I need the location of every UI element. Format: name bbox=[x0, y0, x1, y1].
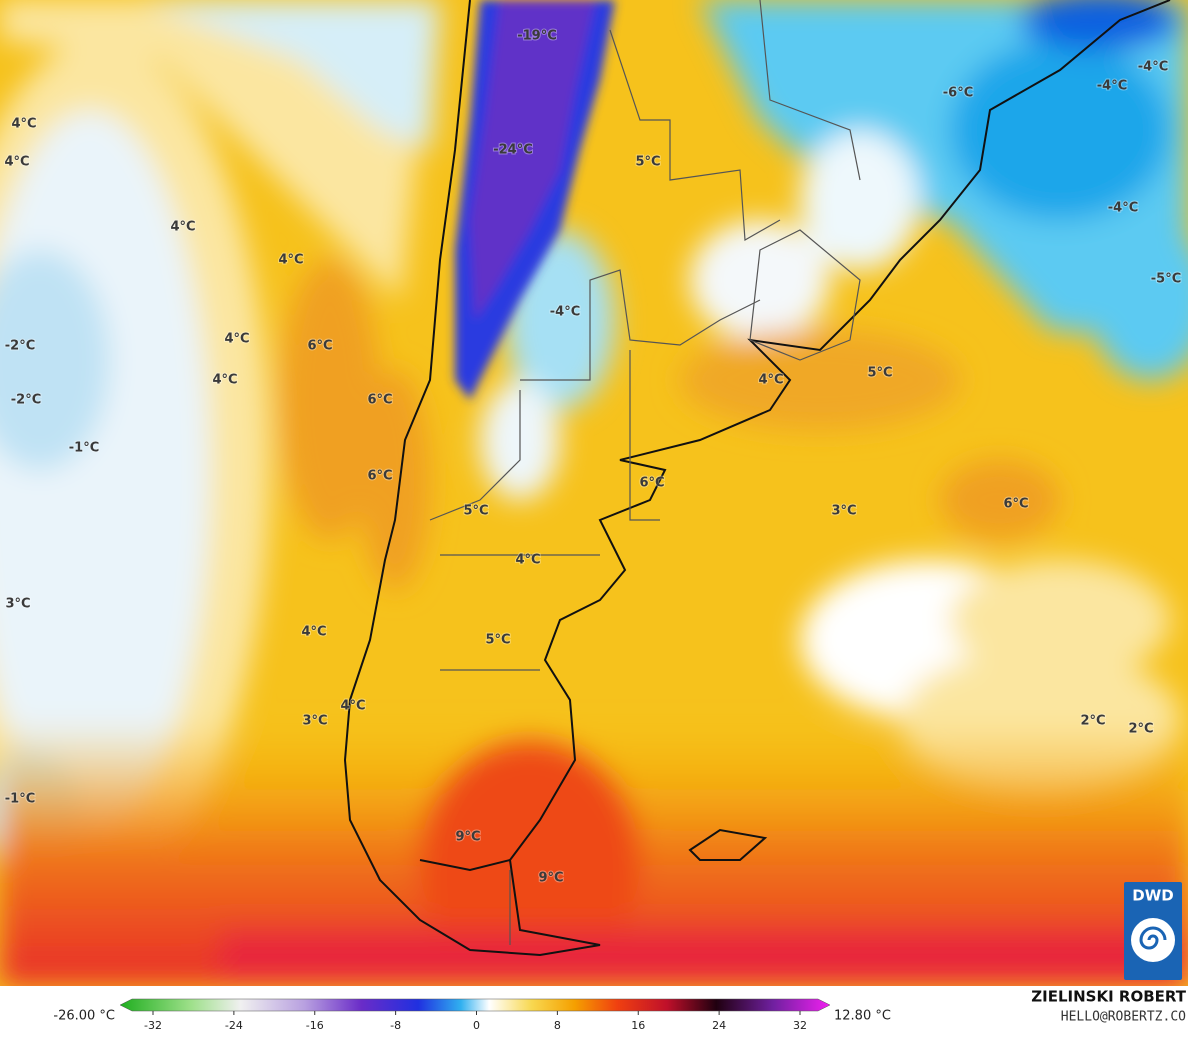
temp-label: -1°C bbox=[69, 441, 99, 456]
temp-label: 3°C bbox=[302, 714, 327, 729]
temp-label: 9°C bbox=[455, 830, 480, 845]
temp-label: 4°C bbox=[340, 699, 365, 714]
colorbar-tick-label: 32 bbox=[793, 1019, 807, 1032]
colorbar-tick-label: 24 bbox=[712, 1019, 726, 1032]
borders bbox=[429, 0, 861, 945]
temp-label: -1°C bbox=[5, 792, 35, 807]
logo-circle bbox=[1131, 918, 1175, 962]
temp-label: 9°C bbox=[538, 871, 563, 886]
temp-label: 2°C bbox=[1128, 722, 1153, 737]
temp-label: 4°C bbox=[11, 117, 36, 132]
temp-label: -5°C bbox=[1151, 272, 1181, 287]
temp-label: 6°C bbox=[307, 339, 332, 354]
coastlines bbox=[343, 0, 1171, 957]
temp-label: 4°C bbox=[515, 553, 540, 568]
temp-label: -4°C bbox=[550, 305, 580, 320]
temp-label: -4°C bbox=[1138, 60, 1168, 75]
temp-label: 5°C bbox=[463, 504, 488, 519]
temp-label: 4°C bbox=[758, 373, 783, 388]
colorbar-tick-label: 16 bbox=[631, 1019, 645, 1032]
andes-cold-band bbox=[455, 0, 615, 400]
temp-label: -24°C bbox=[493, 143, 533, 158]
colorbar-gradient bbox=[119, 998, 831, 1012]
credit-name: ZIELINSKI ROBERT bbox=[1031, 988, 1186, 1006]
credit-contact: HELLO@ROBERTZ.CO bbox=[1061, 1010, 1186, 1025]
colorbar-tick-label: 0 bbox=[473, 1019, 480, 1032]
temp-label: 4°C bbox=[224, 332, 249, 347]
temp-label: -4°C bbox=[1097, 79, 1127, 94]
temp-label: -19°C bbox=[517, 29, 557, 44]
temperature-field bbox=[0, 0, 1188, 986]
colorbar-tick-label: 8 bbox=[554, 1019, 561, 1032]
temp-label: 6°C bbox=[367, 393, 392, 408]
logo-swirl bbox=[1139, 926, 1167, 950]
temp-label: -2°C bbox=[11, 393, 41, 408]
temp-label: -6°C bbox=[943, 86, 973, 101]
temp-label: 3°C bbox=[831, 504, 856, 519]
temp-label: 4°C bbox=[212, 373, 237, 388]
temp-label: 5°C bbox=[867, 366, 892, 381]
colorbar: -32 -24 -16 -8 0 8 16 24 32 bbox=[119, 998, 831, 1032]
temp-label: 5°C bbox=[485, 633, 510, 648]
temp-label: 6°C bbox=[639, 476, 664, 491]
temperature-labels: -19°C -24°C 5°C -6°C -4°C -4°C -4°C -5°C 4°C 4°C 4… bbox=[3, 28, 1182, 887]
colorbar-max-label: 12.80 °C bbox=[834, 1009, 891, 1024]
temp-label: -2°C bbox=[5, 339, 35, 354]
temp-label: 4°C bbox=[4, 155, 29, 170]
temp-label: 5°C bbox=[635, 155, 660, 170]
temp-label: 2°C bbox=[1080, 714, 1105, 729]
temp-label: 3°C bbox=[5, 597, 30, 612]
colorbar-tick-label: -24 bbox=[225, 1019, 243, 1032]
temp-label: 6°C bbox=[1003, 497, 1028, 512]
temp-label: -4°C bbox=[1108, 201, 1138, 216]
temp-label: 4°C bbox=[301, 625, 326, 640]
logo-text: DWD bbox=[1132, 887, 1173, 905]
temp-label: 4°C bbox=[170, 220, 195, 235]
temp-label: 4°C bbox=[278, 253, 303, 268]
temp-label: 6°C bbox=[367, 469, 392, 484]
colorbar-tick-label: -8 bbox=[390, 1019, 401, 1032]
colorbar-min-label: -26.00 °C bbox=[53, 1009, 115, 1024]
colorbar-tick-label: -32 bbox=[144, 1019, 162, 1032]
colorbar-tick-label: -16 bbox=[306, 1019, 324, 1032]
